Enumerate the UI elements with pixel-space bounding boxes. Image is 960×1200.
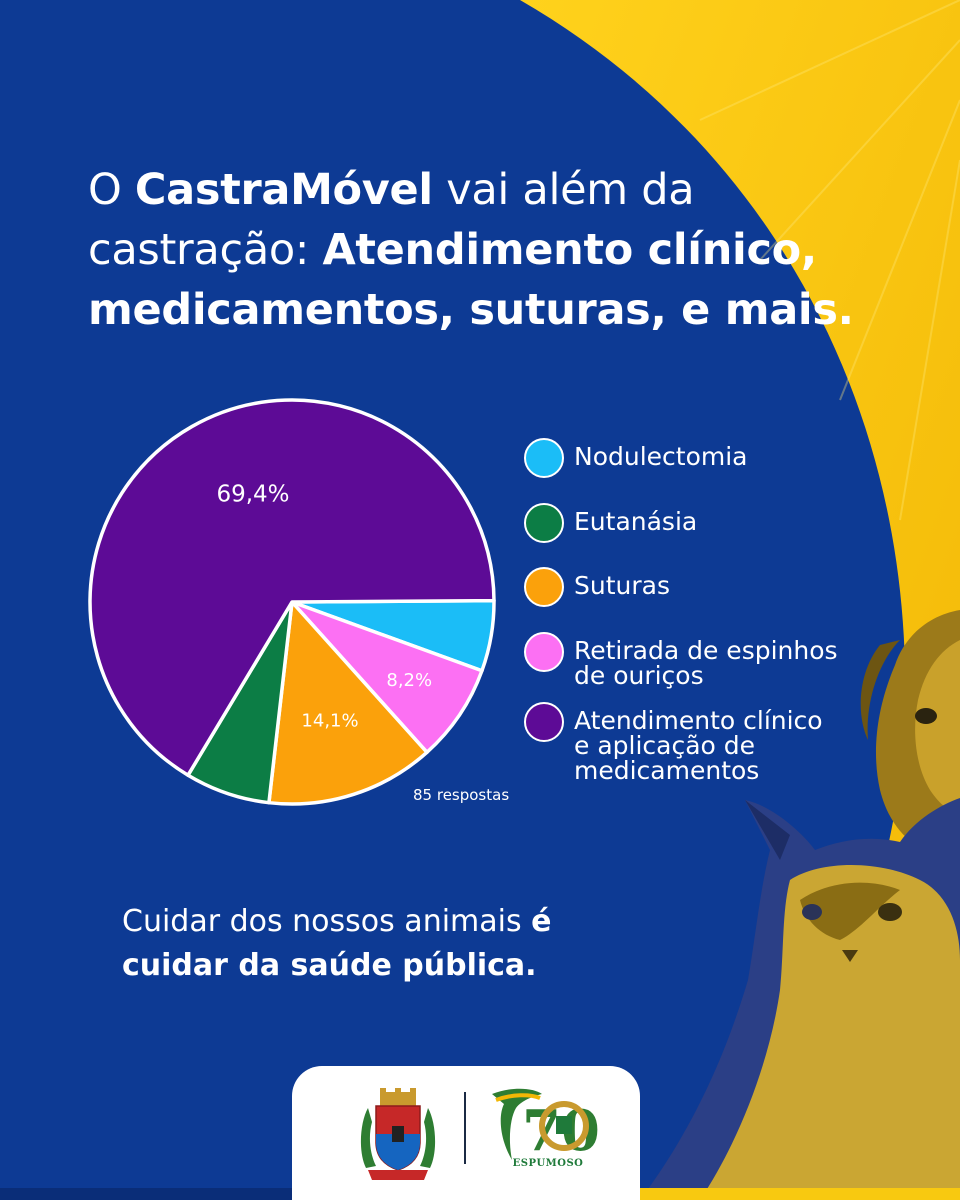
legend-label-atendimento-clinico: Atendimento clínico e aplicação de medicam… bbox=[574, 706, 823, 785]
dog-illustration bbox=[860, 610, 960, 860]
cat-illustration bbox=[640, 798, 960, 1200]
legend-label-retirada-espinhos: Retirada de espinhos de ouriços bbox=[574, 636, 838, 690]
headline-part-2: vai além da castração: bbox=[88, 165, 695, 275]
footer-logos: 70 ESPUMOSO bbox=[292, 1066, 640, 1200]
pie-slice-retirada-espinhos bbox=[290, 600, 484, 755]
legend-swatch-retirada-espinhos bbox=[524, 632, 564, 672]
headline-part-1: O bbox=[88, 165, 135, 215]
responses-count: 85 respostas bbox=[413, 786, 510, 804]
legend-item-retirada-espinhos: Retirada de espinhos de ouriços bbox=[524, 630, 874, 688]
legend-item-atendimento-clinico: Atendimento clínico e aplicação de medicam… bbox=[524, 700, 874, 783]
tagline-bold-1: é bbox=[531, 904, 552, 939]
legend-label-nodulectomia: Nodulectomia bbox=[574, 442, 748, 471]
pie-label-atendimento-clinico: 69,4% bbox=[216, 482, 289, 508]
yellow-light-rays bbox=[699, 0, 960, 521]
legend-swatch-eutanasia bbox=[524, 503, 564, 543]
tagline: Cuidar dos nossos animais é cuidar da saú… bbox=[122, 900, 642, 988]
legend-item-eutanasia: Eutanásia bbox=[524, 501, 874, 543]
pie-label-suturas: 14,1% bbox=[301, 710, 358, 731]
headline-brand: CastraMóvel bbox=[134, 165, 433, 215]
pie-chart: 8,2% 14,1% 69,4% bbox=[88, 398, 496, 806]
legend-swatch-atendimento-clinico bbox=[524, 702, 564, 742]
legend-label-eutanasia: Eutanásia bbox=[574, 507, 698, 536]
legend-item-nodulectomia: Nodulectomia bbox=[524, 436, 874, 478]
footer-divider bbox=[464, 1092, 466, 1164]
tagline-bold-2: cuidar da saúde pública. bbox=[122, 948, 537, 983]
pie-label-retirada-espinhos: 8,2% bbox=[386, 670, 432, 691]
tagline-part-1: Cuidar dos nossos animais bbox=[122, 904, 532, 939]
anniversary-word: ESPUMOSO bbox=[512, 1158, 584, 1169]
legend-label-suturas: Suturas bbox=[574, 571, 670, 600]
headline-bold: Atendimento clínico, medicamentos, sutur… bbox=[88, 225, 854, 335]
pie-slice-suturas bbox=[267, 600, 429, 806]
headline: O CastraMóvel vai além da castração: Ate… bbox=[88, 160, 868, 340]
anniversary-70-logo: 70 bbox=[492, 1088, 600, 1164]
yellow-background-arc bbox=[520, 0, 960, 1200]
municipal-crest-icon bbox=[360, 1088, 436, 1180]
pie-slice-atendimento-clinico bbox=[88, 398, 496, 777]
legend-item-suturas: Suturas bbox=[524, 565, 874, 607]
legend-swatch-nodulectomia bbox=[524, 438, 564, 478]
legend-swatch-suturas bbox=[524, 567, 564, 607]
